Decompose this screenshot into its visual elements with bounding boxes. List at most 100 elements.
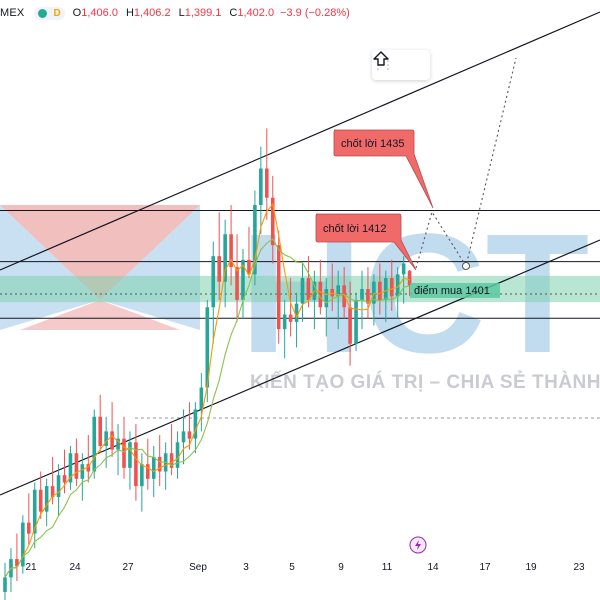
candle-body — [62, 475, 67, 483]
candle-body — [300, 278, 305, 304]
candle-body — [110, 431, 114, 450]
arrow-up-button[interactable] — [373, 51, 424, 78]
candle-body — [68, 453, 73, 483]
entry-1401-bg — [410, 283, 500, 298]
candle — [140, 453, 144, 512]
floating-drawing-toolbar[interactable]: ⋮⋮ — [372, 50, 430, 80]
candle-body — [259, 168, 263, 206]
candle — [294, 292, 299, 348]
candle — [21, 515, 25, 574]
lightning-icon — [409, 536, 427, 554]
candle-body — [21, 522, 25, 567]
x-tick-label: Sep — [189, 562, 207, 573]
candle — [175, 431, 180, 479]
candle-body — [157, 456, 162, 472]
x-tick-label: 19 — [525, 562, 537, 573]
candle-body — [193, 409, 198, 439]
candle — [389, 259, 394, 311]
candle-body — [366, 289, 370, 304]
candle-body — [318, 281, 323, 308]
take-profit-1412-callout: chốt lời 1412 — [315, 213, 417, 271]
callouts: chốt lời 1435 chốt lời 1412 điểm mua 1401 — [315, 129, 500, 298]
candle-body — [324, 289, 329, 308]
candle-body — [235, 267, 239, 300]
candle — [80, 453, 85, 501]
candle — [241, 248, 245, 319]
entry-zone-band — [0, 275, 600, 303]
candle — [169, 424, 174, 476]
candle — [235, 234, 239, 322]
x-tick-label: 11 — [382, 562, 393, 573]
candle — [3, 562, 7, 600]
candle — [68, 445, 73, 490]
candle — [336, 270, 340, 330]
candle-body — [395, 274, 400, 297]
candle — [395, 267, 400, 319]
candle-body — [74, 453, 79, 479]
candle-body — [330, 289, 335, 297]
high-value: 1,406.2 — [133, 7, 171, 19]
candle — [187, 402, 192, 450]
x-tick-label: 3 — [243, 562, 249, 573]
candle-body — [50, 486, 55, 498]
candle — [318, 259, 323, 315]
candle-body — [354, 299, 358, 344]
projection-path — [415, 57, 517, 270]
exchange-badge: D — [53, 7, 61, 19]
candle — [378, 263, 382, 315]
x-tick-label: 5 — [289, 562, 295, 573]
candle-body — [360, 289, 364, 300]
candle — [146, 438, 150, 490]
candle — [265, 128, 269, 220]
candle-body — [294, 303, 299, 322]
candle — [342, 267, 346, 319]
watermark-slogan: KIẾN TẠO GIÁ TRỊ – CHIA SẺ THÀNH C — [250, 371, 600, 393]
candle-body — [169, 453, 174, 468]
candle — [193, 402, 198, 454]
candle-body — [389, 278, 394, 297]
candle-body — [80, 464, 85, 479]
candle — [270, 175, 275, 264]
candle-body — [407, 270, 412, 286]
candle-body — [348, 307, 352, 344]
candle — [348, 281, 352, 366]
candle-body — [140, 464, 144, 487]
candle — [98, 394, 102, 454]
candle — [56, 464, 61, 516]
close-value: 1,402.0 — [237, 7, 275, 19]
candle-body — [15, 559, 19, 567]
projection-node — [462, 262, 470, 270]
candle — [354, 292, 358, 352]
candle — [74, 438, 79, 487]
open-label: O — [72, 7, 82, 19]
candle — [217, 212, 221, 300]
candle — [86, 435, 91, 483]
candle-body — [44, 486, 49, 512]
candle-body — [223, 234, 227, 282]
candle-body — [372, 281, 376, 304]
candle-body — [401, 263, 406, 275]
candle — [288, 278, 293, 337]
candle-body — [241, 259, 245, 300]
candle — [92, 409, 97, 479]
candle-body — [199, 387, 204, 410]
candle-body — [253, 205, 257, 275]
candle — [407, 270, 412, 296]
candle — [259, 146, 263, 235]
candle — [366, 267, 370, 319]
candle — [15, 533, 19, 581]
candle-body — [146, 464, 150, 479]
candle — [300, 263, 305, 322]
candle — [211, 241, 216, 344]
candle-body — [265, 168, 269, 198]
take-profit-1412-label: chốt lời 1412 — [323, 223, 386, 235]
entry-1401-tag: điểm mua 1401 — [410, 283, 500, 298]
projection-dotted-path — [415, 57, 517, 269]
moving-averages — [4, 202, 410, 578]
arrow-up-icon — [373, 51, 389, 66]
open-value: 1,406.0 — [81, 7, 118, 19]
candle-body — [288, 314, 293, 322]
status-pill[interactable]: D — [34, 6, 65, 20]
